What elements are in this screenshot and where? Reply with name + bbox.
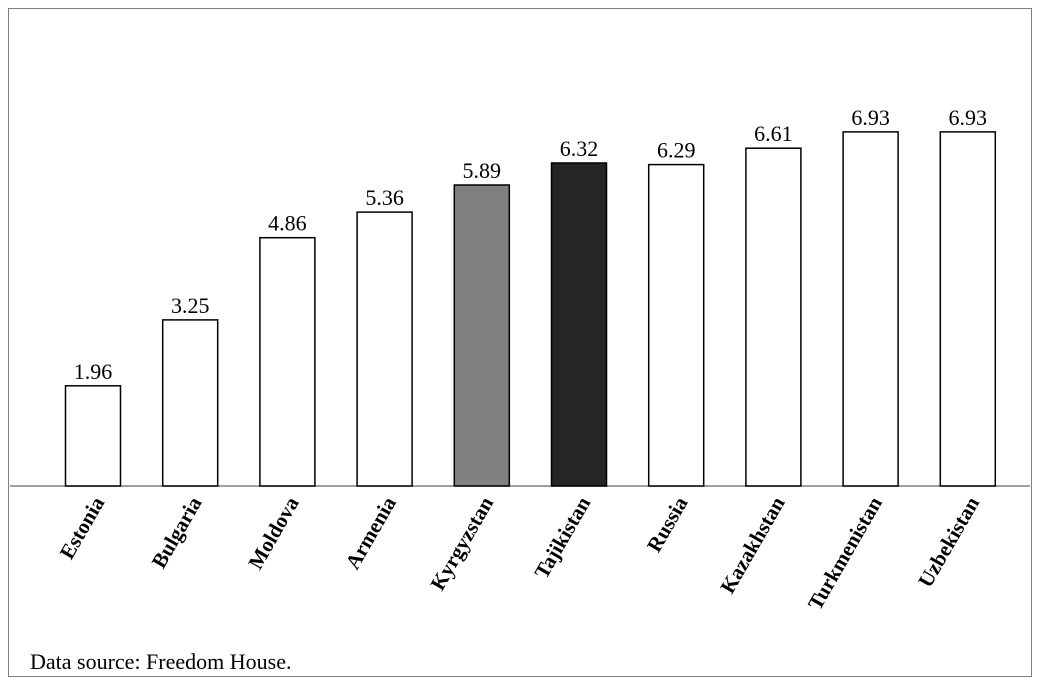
category-label-moldova: Moldova [243, 492, 304, 573]
value-label-russia: 6.29 [657, 138, 696, 163]
data-source-note: Data source: Freedom House. [30, 649, 292, 674]
value-label-bulgaria: 3.25 [171, 293, 210, 318]
bar-moldova [259, 236, 316, 487]
value-label-armenia: 5.36 [365, 185, 404, 210]
category-label-russia: Russia [642, 492, 693, 556]
value-label-turkmenistan: 6.93 [851, 105, 890, 130]
value-label-kazakhstan: 6.61 [754, 121, 793, 146]
value-label-kyrgyzstan: 5.89 [463, 158, 502, 183]
category-label-kyrgyzstan: Kyrgyzstan [425, 492, 498, 594]
bar-turkmenistan [842, 131, 899, 487]
category-label-estonia: Estonia [55, 492, 110, 563]
value-label-uzbekistan: 6.93 [949, 105, 988, 130]
category-label-armenia: Armenia [340, 492, 401, 573]
value-label-moldova: 4.86 [268, 211, 307, 236]
value-label-tajikistan: 6.32 [560, 136, 599, 161]
category-label-tajikistan: Tajikistan [529, 492, 595, 582]
category-label-bulgaria: Bulgaria [147, 492, 207, 572]
bar-uzbekistan [939, 131, 997, 487]
bar-bulgaria [161, 319, 219, 487]
bar-armenia [356, 211, 413, 487]
bar-tajikistan [550, 162, 608, 487]
bar-estonia [64, 385, 122, 487]
category-label-kazakhstan: Kazakhstan [715, 492, 790, 597]
category-label-uzbekistan: Uzbekistan [913, 492, 984, 591]
value-label-estonia: 1.96 [74, 359, 113, 384]
bar-kazakhstan [745, 147, 802, 487]
bar-kyrgyzstan [453, 184, 511, 487]
bar-russia [647, 163, 705, 487]
category-label-turkmenistan: Turkmenistan [803, 492, 887, 614]
